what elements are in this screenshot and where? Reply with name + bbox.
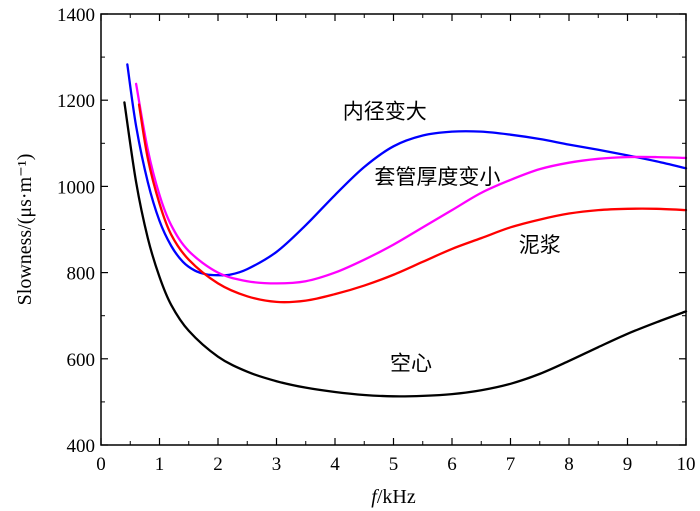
axis-ticks: 0 1 2 3 4 5 6 7 8 9 10 400 600 800 1000 1200 1400 [57,5,696,475]
x-tick-label: 3 [272,454,282,475]
x-tick-label: 6 [447,454,457,475]
y-tick-label: 600 [67,350,96,371]
y-axis-title: Slowness/(μs·m⁻¹) [14,154,36,306]
annotation-2: 套管厚度变小 [374,165,500,189]
x-axis-title-rest: /kHz [377,486,416,508]
x-axis-title: f/kHz [371,486,416,508]
annotation-3: 泥浆 [519,233,561,257]
y-tick-label: 1400 [57,5,95,26]
series-line-2 [126,63,688,277]
series-line-1 [123,101,688,398]
x-tick-label: 5 [389,454,399,475]
x-tick-label: 4 [330,454,340,475]
x-tick-label: 2 [213,454,223,475]
y-tick-label: 400 [67,436,96,457]
series-line-3 [134,82,688,285]
x-tick-label: 7 [506,454,516,475]
annotation-4: 空心 [390,351,432,375]
x-tick-label: 0 [96,454,106,475]
x-tick-label: 1 [155,454,165,475]
plot-lines [123,63,688,398]
x-axis-title-italic: f [371,486,379,508]
plot-frame [100,13,687,446]
x-tick-label: 8 [564,454,574,475]
annotation-1: 内径变大 [343,99,427,123]
y-tick-label: 800 [67,264,96,285]
y-tick-label: 1000 [57,177,95,198]
x-tick-label: 9 [623,454,633,475]
x-tick-label: 10 [677,454,696,475]
y-tick-label: 1200 [57,91,95,112]
series-line-4 [137,103,688,304]
